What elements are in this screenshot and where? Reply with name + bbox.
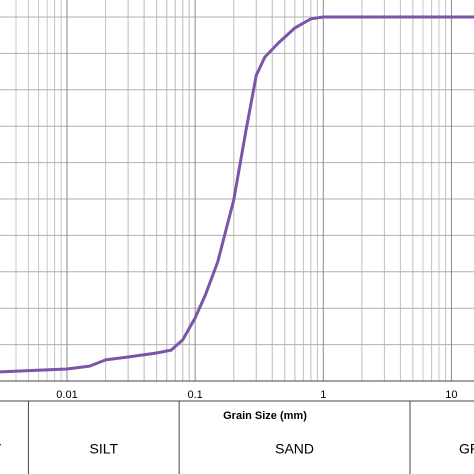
x-tick-label: 0.1 — [187, 389, 202, 401]
zone-label: SAND — [275, 441, 314, 457]
x-tick-label: 10 — [445, 389, 457, 401]
x-axis-title: Grain Size (mm) — [223, 410, 307, 422]
x-tick-label: 0.01 — [56, 389, 77, 401]
data-line — [0, 15, 474, 374]
zone-label: GRAVEL — [459, 441, 474, 457]
zone-label: SILT — [90, 441, 119, 457]
x-tick-label: 1 — [320, 389, 326, 401]
zone-label: CLAY — [0, 441, 2, 457]
